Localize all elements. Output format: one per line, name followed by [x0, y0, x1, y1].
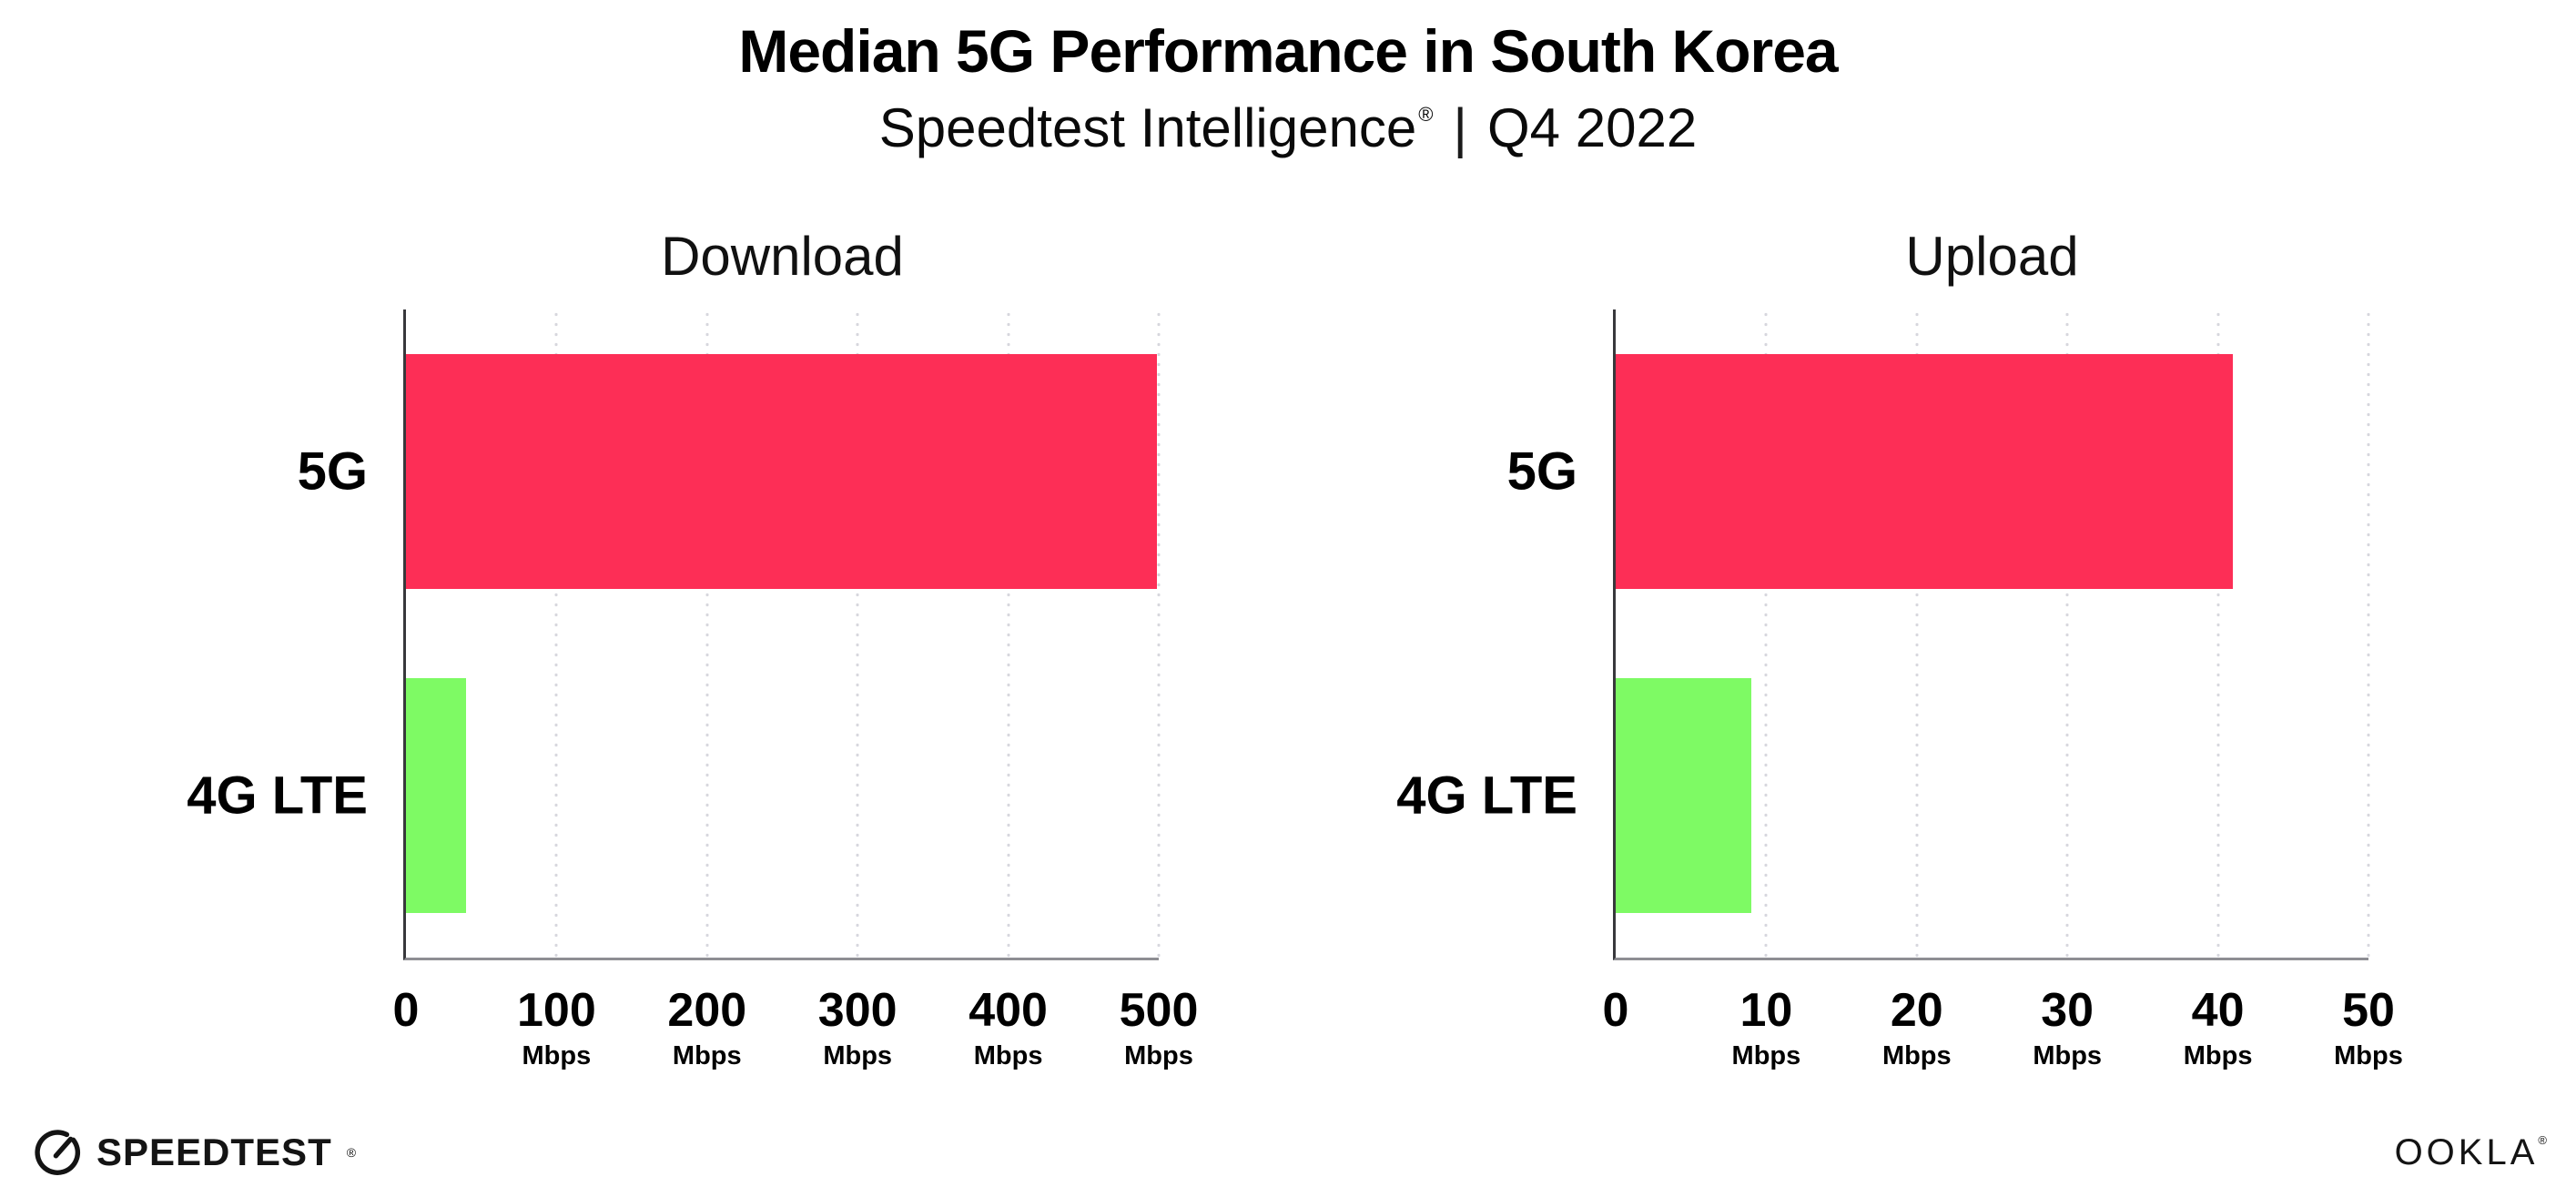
x-tick-200: 200 Mbps	[667, 987, 746, 1070]
upload-chart-title: Upload	[1905, 226, 2079, 287]
bar-5g	[406, 354, 1158, 589]
ookla-wordmark: OOKLA	[2394, 1132, 2539, 1172]
category-label-4g-lte: 4G LTE	[187, 766, 368, 826]
tick-unit: Mbps	[672, 1041, 742, 1070]
gridline-20	[1915, 309, 1919, 958]
gridline-30	[2065, 309, 2069, 958]
tick-unit: Mbps	[1124, 1041, 1193, 1070]
tick-value: 300	[817, 984, 898, 1037]
x-tick-20: 20 Mbps	[1882, 987, 1952, 1070]
x-tick-30: 30 Mbps	[2033, 987, 2102, 1070]
bar-4g-lte	[1616, 678, 1751, 913]
page-title: Median 5G Performance in South Korea	[738, 17, 1838, 85]
subtitle-separator: |	[1453, 97, 1468, 158]
tick-unit: Mbps	[823, 1041, 893, 1070]
ookla-registered-icon: ®	[2538, 1133, 2547, 1147]
tick-value: 10	[1739, 984, 1793, 1037]
tick-unit: Mbps	[2033, 1041, 2103, 1070]
tick-value: 0	[392, 984, 420, 1037]
gridline-200	[705, 309, 709, 958]
download-chart-title: Download	[661, 226, 904, 287]
tick-value: 100	[517, 984, 596, 1037]
tick-value: 0	[1602, 984, 1629, 1037]
gridline-500	[1157, 309, 1161, 958]
category-label-5g: 5G	[297, 441, 368, 502]
x-tick-400: 400 Mbps	[969, 987, 1048, 1070]
tick-value: 400	[969, 984, 1048, 1037]
x-tick-50: 50 Mbps	[2334, 987, 2403, 1070]
speedtest-gauge-icon	[35, 1130, 81, 1175]
gridline-300	[856, 309, 859, 958]
upload-chart-plot: Upload 5G 4G LTE 0 10 Mbps 20 Mbps 30 Mbps 40 Mbps 5…	[1396, 226, 2403, 1070]
tick-value: 20	[1890, 984, 1943, 1037]
tick-value: 30	[2041, 984, 2094, 1037]
gridline-10	[1764, 309, 1768, 958]
ookla-logo: OOKLA®	[2395, 1132, 2547, 1173]
x-tick-100: 100 Mbps	[517, 987, 596, 1070]
speedtest-registered-icon: ®	[346, 1145, 357, 1160]
x-tick-0: 0	[393, 987, 420, 1034]
category-label-4g-lte: 4G LTE	[1396, 766, 1577, 826]
tick-value: 50	[2342, 984, 2395, 1037]
tick-value: 40	[2191, 984, 2245, 1037]
gridline-100	[554, 309, 558, 958]
x-tick-0: 0	[1603, 987, 1629, 1034]
tick-value: 500	[1119, 984, 1199, 1037]
category-label-5g: 5G	[1506, 441, 1577, 502]
speedtest-wordmark: SPEEDTEST	[96, 1131, 332, 1173]
speedtest-logo: SPEEDTEST ®	[33, 1128, 356, 1177]
tick-unit: Mbps	[1731, 1041, 1801, 1070]
gridline-40	[2216, 309, 2220, 958]
download-chart-plot: Download 5G 4G LTE 0 100 Mbps 200 Mbps 300 Mbps 40…	[187, 226, 1198, 1070]
subtitle-period: Q4 2022	[1487, 97, 1698, 158]
tick-unit: Mbps	[522, 1041, 592, 1070]
registered-mark-icon: ®	[1418, 103, 1434, 126]
x-tick-40: 40 Mbps	[2184, 987, 2253, 1070]
x-tick-500: 500 Mbps	[1120, 987, 1199, 1070]
bar-5g	[1616, 354, 2234, 589]
tick-unit: Mbps	[1881, 1041, 1952, 1070]
gridline-50	[2367, 309, 2370, 958]
bar-4g-lte	[406, 678, 467, 913]
tick-unit: Mbps	[2183, 1041, 2253, 1070]
tick-value: 200	[667, 984, 747, 1037]
x-tick-300: 300 Mbps	[818, 987, 898, 1070]
x-tick-10: 10 Mbps	[1732, 987, 1801, 1070]
tick-unit: Mbps	[973, 1041, 1043, 1070]
page-subtitle: Speedtest Intelligence® | Q4 2022	[0, 96, 2576, 159]
tick-unit: Mbps	[2334, 1041, 2403, 1070]
subtitle-brand: Speedtest Intelligence	[878, 97, 1417, 158]
gridline-400	[1007, 309, 1010, 958]
